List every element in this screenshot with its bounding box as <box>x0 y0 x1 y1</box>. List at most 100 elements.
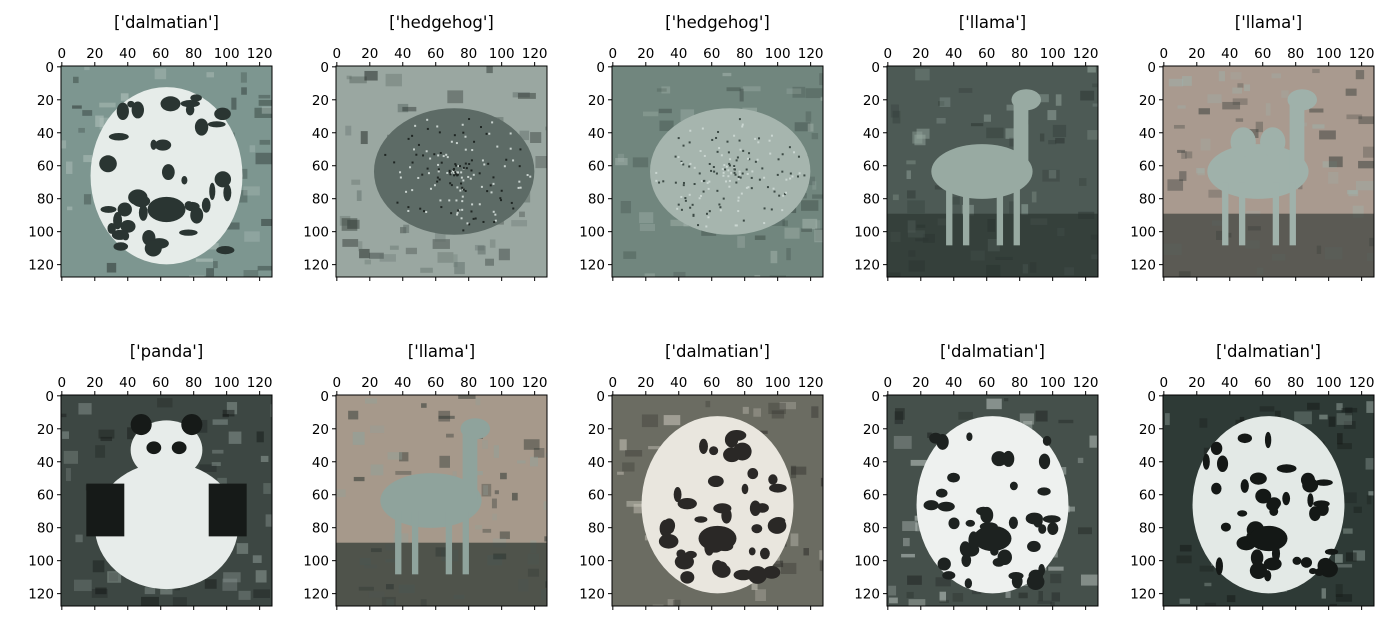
x-tick-label: 80 <box>736 375 753 391</box>
x-tick-label: 40 <box>1221 46 1238 62</box>
y-tick-label: 60 <box>37 488 54 504</box>
y-tick-label: 80 <box>37 192 54 208</box>
x-tick-label: 120 <box>247 375 273 391</box>
hedgehog-photo <box>336 66 547 277</box>
y-tick-label: 20 <box>312 422 329 438</box>
x-tick-label: 20 <box>637 46 654 62</box>
x-tick-label: 0 <box>609 375 618 391</box>
y-tick-label: 80 <box>588 521 605 537</box>
y-tick-label: 0 <box>45 60 54 76</box>
y-tick-label: 100 <box>28 554 54 570</box>
x-tick-label: 120 <box>522 46 548 62</box>
y-tick-label: 80 <box>312 192 329 208</box>
y-tick-label: 80 <box>37 521 54 537</box>
y-tick-label: 80 <box>863 521 880 537</box>
panel-title: ['llama'] <box>1235 13 1302 32</box>
y-tick-label: 60 <box>863 488 880 504</box>
axes-frame <box>60 394 273 607</box>
x-tick-label: 120 <box>1349 46 1375 62</box>
x-tick-label: 20 <box>1188 46 1205 62</box>
y-tick-label: 120 <box>854 258 880 274</box>
x-tick-label: 120 <box>1073 375 1099 391</box>
x-tick-label: 0 <box>333 46 342 62</box>
x-tick-label: 40 <box>670 375 687 391</box>
x-tick-label: 0 <box>1160 375 1169 391</box>
y-tick-label: 120 <box>303 587 329 603</box>
y-tick-label: 100 <box>854 225 880 241</box>
x-tick-label: 0 <box>333 375 342 391</box>
panel-title: ['dalmatian'] <box>1216 342 1321 361</box>
x-tick-label: 100 <box>765 375 791 391</box>
x-tick-label: 0 <box>884 46 893 62</box>
panel-title: ['hedgehog'] <box>665 13 770 32</box>
x-tick-label: 40 <box>394 46 411 62</box>
y-tick-label: 0 <box>596 389 605 405</box>
y-tick-label: 100 <box>579 225 605 241</box>
x-tick-label: 40 <box>945 375 962 391</box>
image-panel: 00 20 20 40 40 60 60 80 80 100 100 120 120 ['llama'] <box>1130 13 1375 281</box>
y-tick-label: 40 <box>588 126 605 142</box>
axes-frame <box>611 394 824 607</box>
panda-photo <box>61 395 272 606</box>
x-tick-label: 120 <box>798 46 824 62</box>
y-tick-label: 60 <box>37 159 54 175</box>
y-tick-label: 20 <box>1139 93 1156 109</box>
y-tick-label: 120 <box>854 587 880 603</box>
image-panel: 00 20 20 40 40 60 60 80 80 100 100 120 120 ['llama'] <box>854 13 1099 281</box>
y-tick-label: 0 <box>320 389 329 405</box>
y-tick-label: 100 <box>28 225 54 241</box>
y-tick-label: 60 <box>312 159 329 175</box>
panel-title: ['dalmatian'] <box>940 342 1045 361</box>
y-tick-label: 40 <box>312 126 329 142</box>
x-tick-label: 40 <box>670 46 687 62</box>
y-tick-label: 0 <box>45 389 54 405</box>
panel-title: ['llama'] <box>959 13 1026 32</box>
x-tick-label: 0 <box>609 46 618 62</box>
x-tick-label: 40 <box>1221 375 1238 391</box>
panel-title: ['dalmatian'] <box>665 342 770 361</box>
x-tick-label: 20 <box>912 46 929 62</box>
y-tick-label: 60 <box>588 159 605 175</box>
x-tick-label: 20 <box>86 375 103 391</box>
y-tick-label: 120 <box>303 258 329 274</box>
x-tick-label: 0 <box>58 46 67 62</box>
y-tick-label: 100 <box>303 554 329 570</box>
y-tick-label: 100 <box>854 554 880 570</box>
y-tick-label: 60 <box>863 159 880 175</box>
y-tick-label: 100 <box>1130 225 1156 241</box>
x-tick-label: 80 <box>185 375 202 391</box>
dalmatian-photo <box>1163 395 1374 606</box>
x-tick-label: 100 <box>1316 375 1342 391</box>
y-tick-label: 60 <box>588 488 605 504</box>
x-tick-label: 60 <box>978 46 995 62</box>
y-tick-label: 20 <box>588 422 605 438</box>
x-tick-label: 120 <box>798 375 824 391</box>
y-tick-label: 20 <box>312 93 329 109</box>
y-tick-label: 20 <box>588 93 605 109</box>
image-panel: 00 20 20 40 40 60 60 80 80 100 100 120 120 ['dalmatia… <box>854 342 1099 610</box>
y-tick-label: 80 <box>1139 192 1156 208</box>
x-tick-label: 20 <box>86 46 103 62</box>
panel-title: ['llama'] <box>408 342 475 361</box>
x-tick-label: 100 <box>1040 46 1066 62</box>
x-tick-label: 100 <box>1316 46 1342 62</box>
y-tick-label: 80 <box>312 521 329 537</box>
axes-frame <box>611 65 824 278</box>
y-tick-label: 80 <box>863 192 880 208</box>
y-tick-label: 120 <box>1130 587 1156 603</box>
y-tick-label: 100 <box>1130 554 1156 570</box>
image-panel: 00 20 20 40 40 60 60 80 80 100 100 120 120 ['dalmatia… <box>28 13 273 281</box>
y-tick-label: 40 <box>863 455 880 471</box>
x-tick-label: 60 <box>1254 46 1271 62</box>
x-tick-label: 80 <box>460 46 477 62</box>
x-tick-label: 0 <box>1160 46 1169 62</box>
y-tick-label: 120 <box>28 587 54 603</box>
axes-frame <box>886 65 1099 278</box>
panel-title: ['hedgehog'] <box>389 13 494 32</box>
x-tick-label: 80 <box>1011 46 1028 62</box>
axes-frame <box>886 394 1099 607</box>
image-panel: 00 20 20 40 40 60 60 80 80 100 100 120 120 ['hedgehog… <box>303 13 548 281</box>
y-tick-label: 120 <box>1130 258 1156 274</box>
x-tick-label: 60 <box>152 375 169 391</box>
y-tick-label: 60 <box>1139 488 1156 504</box>
